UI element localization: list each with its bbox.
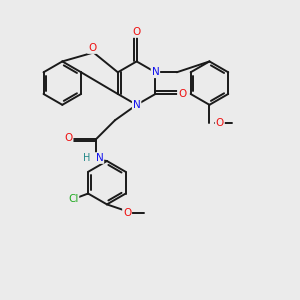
Text: N: N: [133, 100, 140, 110]
Text: O: O: [123, 208, 131, 218]
Text: N: N: [152, 67, 159, 77]
Text: O: O: [64, 133, 72, 143]
Text: O: O: [178, 89, 186, 99]
Text: O: O: [133, 27, 141, 37]
Text: Cl: Cl: [68, 194, 78, 205]
Text: H: H: [83, 153, 91, 163]
Text: O: O: [88, 43, 96, 53]
Text: O: O: [216, 118, 224, 128]
Text: N: N: [96, 153, 103, 163]
